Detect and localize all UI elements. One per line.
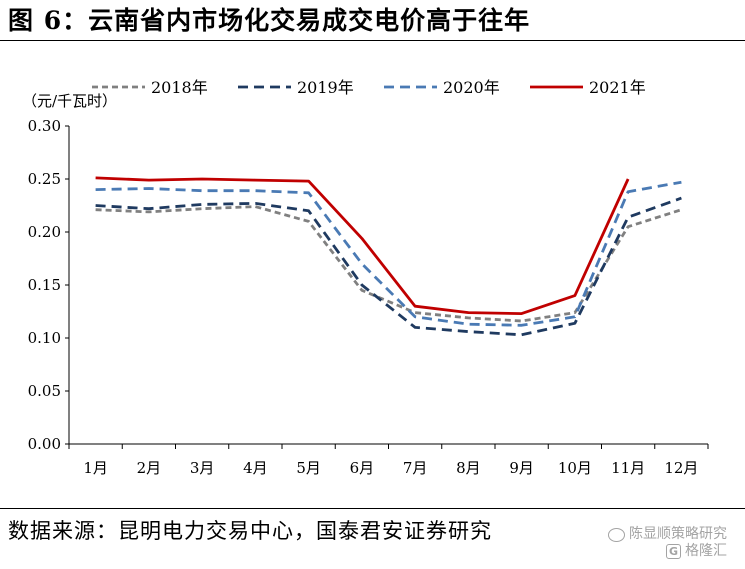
chart-series (95, 176, 682, 337)
y-tick-label: 0.10 (28, 329, 61, 347)
line-chart: 2018年 2019年 2020年 2021年 （元/千瓦时） 0.00 0.05 0.1… (22, 78, 709, 477)
series-line-1 (95, 196, 682, 337)
legend-label-0: 2018年 (151, 78, 208, 97)
x-tick-label: 9月 (509, 459, 534, 477)
legend-label-1: 2019年 (297, 78, 354, 97)
x-tick-label: 8月 (456, 459, 481, 477)
watermark-brand: 格隆汇 (685, 543, 727, 559)
y-tick-label: 0.20 (28, 223, 61, 241)
footer-rule (0, 508, 745, 509)
chart-axes: 0.00 0.05 0.10 0.15 0.20 0.25 0.30 1月 2月 3月 4月 5月 6月… (28, 117, 709, 477)
y-tick-label: 0.25 (28, 170, 61, 188)
figure-source: 数据来源：昆明电力交易中心，国泰君安证券研究 (8, 519, 492, 543)
x-tick-label: 2月 (137, 459, 162, 477)
title-rule (0, 40, 745, 41)
legend-label-2: 2020年 (443, 78, 500, 97)
y-tick-label: 0.00 (28, 435, 61, 453)
series-line-2 (95, 180, 682, 327)
y-tick-label: 0.30 (28, 117, 61, 135)
wechat-icon (608, 527, 625, 542)
x-tick-label: 3月 (190, 459, 215, 477)
figure-title: 图 6：云南省内市场化交易成交电价高于往年 (8, 6, 531, 35)
x-tick-label: 10月 (558, 459, 592, 477)
chart-legend: 2018年 2019年 2020年 2021年 (92, 78, 646, 97)
x-tick-label: 12月 (664, 459, 698, 477)
series-line-0 (95, 205, 682, 323)
series-line-3 (95, 176, 630, 315)
y-tick-label: 0.15 (28, 276, 61, 294)
legend-label-3: 2021年 (589, 78, 646, 97)
y-tick-label: 0.05 (28, 382, 61, 400)
x-tick-label: 5月 (296, 459, 321, 477)
x-tick-label: 4月 (243, 459, 268, 477)
watermark: 陈显顺策略研究 G 格隆汇 (608, 526, 727, 560)
gelonghui-logo-icon: G (665, 544, 681, 559)
x-tick-label: 11月 (611, 459, 645, 477)
x-tick-label: 1月 (83, 459, 108, 477)
y-axis-label: （元/千瓦时） (22, 92, 117, 110)
x-tick-label: 6月 (350, 459, 375, 477)
x-tick-label: 7月 (403, 459, 428, 477)
watermark-author: 陈显顺策略研究 (629, 526, 727, 542)
